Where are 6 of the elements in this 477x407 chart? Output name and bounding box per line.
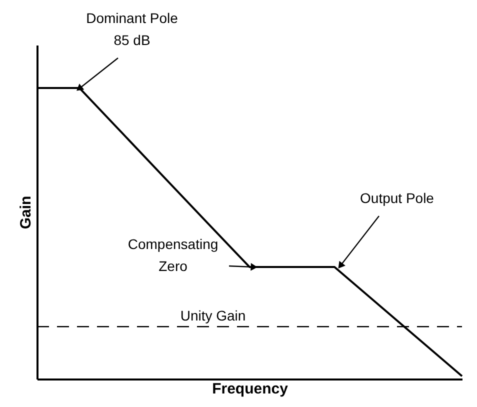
ref-line-label: Unity Gain [180,308,246,324]
annotation: Output Pole [360,190,434,206]
y-axis-title: Gain [18,196,34,230]
annotation: Compensating Zero [128,236,218,274]
x-axis-title: Frequency [212,380,289,398]
text: Dominant Pole 85 dB [86,10,178,48]
